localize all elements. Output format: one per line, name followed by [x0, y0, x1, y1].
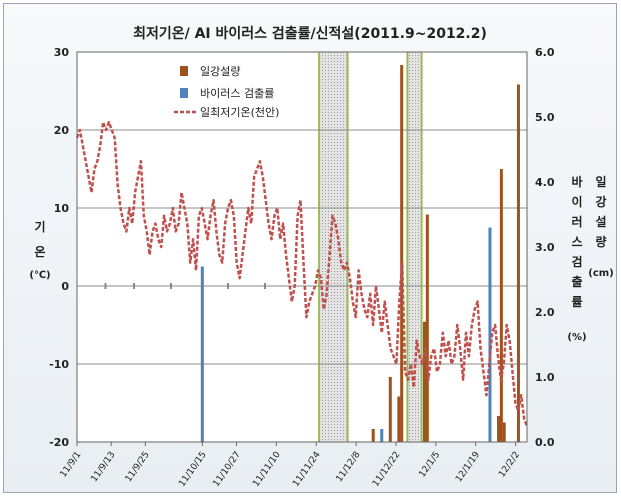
x-tick-label: 12/1/19	[454, 450, 482, 484]
legend-label-snow: 일강설량	[200, 64, 240, 78]
zero-line-marker	[104, 283, 107, 289]
left-tick-label: 20	[54, 124, 70, 137]
zero-line-marker	[132, 283, 135, 289]
right-tick-label: 0.0	[535, 436, 555, 449]
x-axis-ticks: 11/9/1 11/9/13 11/9/25 11/10/15 11/10/27 11/1…	[59, 442, 522, 489]
legend-label-temp: 일최저기온(천안)	[200, 105, 279, 119]
snowfall-bar	[371, 429, 375, 442]
right-axis-char: 검	[571, 254, 582, 269]
x-tick-label: 12/1/5	[418, 450, 443, 479]
snowfall-bar	[388, 377, 392, 442]
right-axis-char: 스	[571, 235, 582, 249]
right-tick-label: 2.0	[535, 306, 555, 319]
legend-label-virus: 바이러스 검출률	[200, 87, 274, 100]
right-tick-label: 3.0	[535, 241, 555, 254]
left-tick-label: 30	[54, 46, 70, 59]
right-axis-char: 일	[595, 175, 606, 189]
right-axis-unit-cm: (cm)	[588, 268, 614, 279]
legend-swatch-snow	[180, 66, 188, 76]
x-tick-label: 11/12/22	[371, 450, 402, 489]
right-tick-label: 4.0	[535, 176, 555, 189]
snowfall-bar	[422, 321, 426, 442]
left-tick-label: 0	[61, 280, 69, 293]
right-tick-label: 1.0	[535, 371, 555, 384]
chart-svg: 최저기온/ AI 바이러스 검출률/신적설(2011.9~2012.2) 30 2…	[29, 25, 613, 489]
virus-rate-bar	[200, 266, 204, 442]
right-axis-char: 률	[571, 295, 582, 309]
right-axis-char: 출	[571, 274, 582, 289]
left-tick-label: 10	[54, 202, 70, 215]
x-tick-label: 11/11/10	[251, 450, 283, 489]
zero-line-marker	[169, 283, 172, 289]
snowfall-bar	[502, 422, 506, 442]
snowfall-bar	[499, 169, 503, 442]
x-tick-label: 11/10/27	[212, 450, 243, 489]
snowfall-bars	[371, 65, 520, 442]
min-temp-series	[75, 120, 529, 427]
x-tick-label: 12/2/2	[497, 450, 522, 479]
left-axis-ticks: 30 20 10 0 -10 -20	[49, 46, 69, 449]
right-tick-label: 5.0	[535, 111, 555, 124]
chart-frame: 최저기온/ AI 바이러스 검출률/신적설(2011.9~2012.2) 30 2…	[3, 3, 617, 493]
right-axis-char: 설	[595, 214, 606, 229]
right-axis-char: 바	[571, 174, 582, 189]
x-tick-label: 11/11/24	[291, 450, 323, 489]
snowfall-bar	[516, 84, 520, 442]
x-tick-label: 11/9/13	[90, 450, 118, 484]
left-axis-unit: (℃)	[29, 270, 50, 281]
right-axis-unit-pct: (%)	[567, 332, 586, 343]
snowfall-bar	[425, 214, 429, 442]
shaded-periods	[77, 52, 527, 442]
right-axis-ticks: 6.0 5.0 4.0 3.0 2.0 1.0 0.0	[535, 46, 555, 449]
axes	[76, 51, 528, 443]
left-axis-label-2: 온	[34, 244, 45, 259]
zero-line-marker	[226, 283, 229, 289]
snowfall-bar	[497, 416, 501, 442]
right-tick-label: 6.0	[535, 46, 555, 59]
plot-border	[76, 51, 528, 443]
right-axis-char: 강	[595, 195, 606, 209]
right-axis-char: 이	[571, 194, 582, 209]
legend: 일강설량 바이러스 검출률 일최저기온(천안)	[174, 64, 279, 119]
shaded-period	[319, 52, 348, 442]
left-tick-label: -20	[49, 436, 69, 449]
right-axis-char: 러	[571, 214, 582, 229]
x-tick-label: 11/9/25	[124, 450, 152, 484]
zero-line-marker	[263, 283, 266, 289]
snowfall-bar	[397, 396, 401, 442]
virus-rate-bar	[488, 227, 492, 442]
left-axis-label-1: 기	[34, 219, 45, 234]
snowfall-bar	[400, 65, 404, 442]
virus-rate-bar	[380, 429, 384, 442]
left-tick-label: -10	[49, 358, 69, 371]
x-tick-label: 11/9/1	[59, 450, 84, 479]
chart-title: 최저기온/ AI 바이러스 검출률/신적설(2011.9~2012.2)	[133, 25, 487, 42]
virus-rate-bars	[200, 227, 492, 442]
legend-swatch-virus	[180, 88, 188, 98]
x-tick-label: 11/12/8	[334, 450, 362, 484]
right-axis-char: 량	[595, 235, 606, 249]
min-temp-line	[75, 120, 529, 427]
x-tick-label: 11/10/15	[177, 450, 208, 489]
